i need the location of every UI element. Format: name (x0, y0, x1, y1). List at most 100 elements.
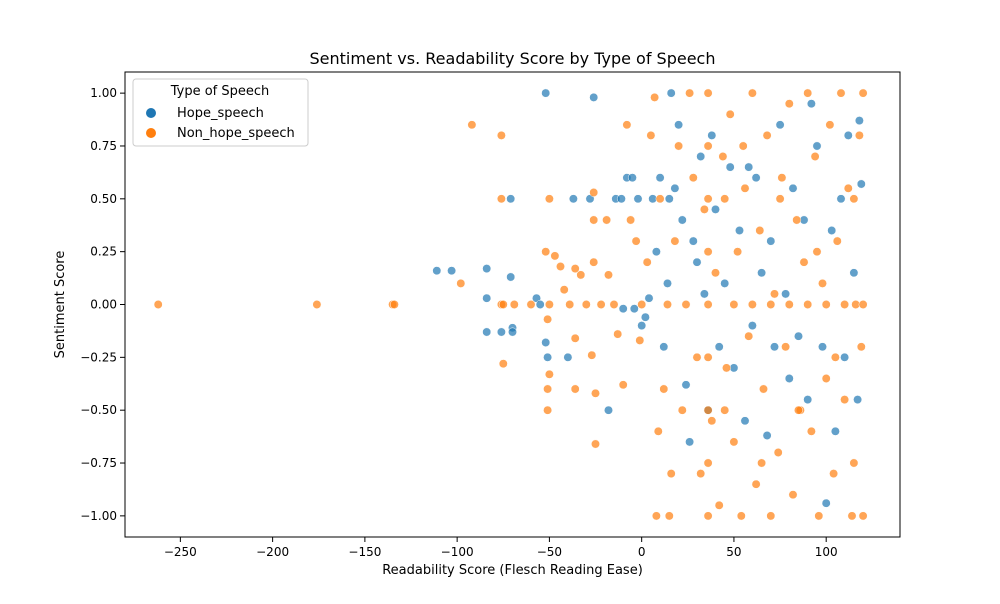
data-point (565, 300, 575, 309)
data-point (496, 194, 506, 204)
data-point (821, 498, 831, 508)
data-point (685, 88, 695, 98)
data-point (556, 262, 565, 271)
data-point (812, 247, 822, 257)
legend-marker-non-hope-speech (146, 128, 156, 138)
data-point (526, 300, 536, 309)
data-point (830, 352, 840, 362)
data-point (854, 116, 864, 126)
data-point (496, 327, 506, 337)
data-point (773, 448, 783, 457)
x-tick-label: −100 (441, 545, 474, 559)
data-point (703, 511, 713, 521)
data-point (637, 300, 647, 309)
data-point (707, 130, 717, 140)
data-point (711, 204, 720, 214)
data-point (312, 300, 322, 309)
data-point (543, 352, 553, 362)
data-point (751, 173, 761, 183)
data-point (631, 236, 641, 246)
plot-frame (124, 71, 901, 538)
data-point (803, 88, 813, 98)
data-point (498, 359, 508, 369)
data-point (651, 247, 661, 257)
data-point (677, 215, 687, 225)
data-point (696, 469, 706, 479)
data-points (153, 88, 868, 521)
data-point (663, 278, 672, 288)
data-point (744, 162, 754, 172)
data-point (609, 300, 619, 309)
data-point (659, 342, 669, 352)
data-point (810, 152, 820, 161)
data-point (770, 342, 779, 352)
data-point (766, 511, 776, 521)
data-point (747, 321, 757, 331)
data-point (543, 314, 553, 324)
data-point (757, 458, 767, 468)
data-point (627, 173, 637, 183)
data-point (616, 194, 626, 204)
data-point (794, 331, 803, 341)
data-point (788, 183, 798, 193)
data-point (843, 183, 853, 193)
data-point (508, 327, 517, 337)
data-point (830, 426, 840, 436)
legend-label-non-hope-speech: Non_hope_speech (177, 126, 295, 141)
data-point (858, 88, 868, 98)
data-point (456, 278, 466, 288)
data-point (482, 327, 492, 337)
data-point (696, 152, 706, 161)
data-point (589, 257, 599, 267)
data-point (570, 264, 580, 274)
data-point (587, 350, 597, 360)
data-point (543, 405, 553, 415)
data-point (664, 511, 674, 521)
data-point (755, 226, 765, 235)
y-tick-label: 0.25 (90, 245, 117, 259)
data-point (506, 272, 516, 282)
data-point (729, 437, 739, 447)
data-point (858, 300, 868, 309)
data-point (714, 500, 724, 510)
data-point (720, 405, 730, 415)
x-tick-label: 50 (726, 545, 741, 559)
data-point (853, 395, 863, 405)
data-point (821, 374, 831, 383)
data-point (544, 194, 554, 204)
data-point (509, 300, 519, 309)
data-point (655, 194, 665, 204)
data-point (541, 338, 551, 347)
data-point (707, 416, 717, 426)
y-tick-label: −0.25 (80, 350, 117, 364)
data-point (814, 511, 824, 521)
data-point (541, 247, 551, 257)
data-point (803, 395, 813, 405)
data-point (666, 88, 676, 98)
series-non-hope-speech (153, 88, 868, 521)
data-point (770, 289, 779, 299)
data-point (655, 173, 665, 183)
data-point (703, 194, 713, 204)
data-point (703, 458, 713, 468)
data-point (747, 300, 757, 309)
data-point (799, 257, 809, 267)
data-point (629, 304, 639, 314)
data-point (784, 374, 794, 383)
data-point (568, 194, 578, 204)
legend-box (132, 78, 309, 147)
data-point (602, 215, 612, 225)
data-point (535, 300, 545, 309)
data-point (591, 388, 600, 398)
data-point (829, 469, 839, 479)
data-point (840, 395, 850, 405)
data-point (825, 120, 835, 130)
legend-label-hope-speech: Hope_speech (177, 106, 264, 121)
data-point (447, 266, 457, 276)
data-point (736, 511, 746, 521)
data-point (637, 321, 647, 331)
data-point (832, 236, 842, 246)
y-tick-label: −0.75 (80, 456, 117, 470)
